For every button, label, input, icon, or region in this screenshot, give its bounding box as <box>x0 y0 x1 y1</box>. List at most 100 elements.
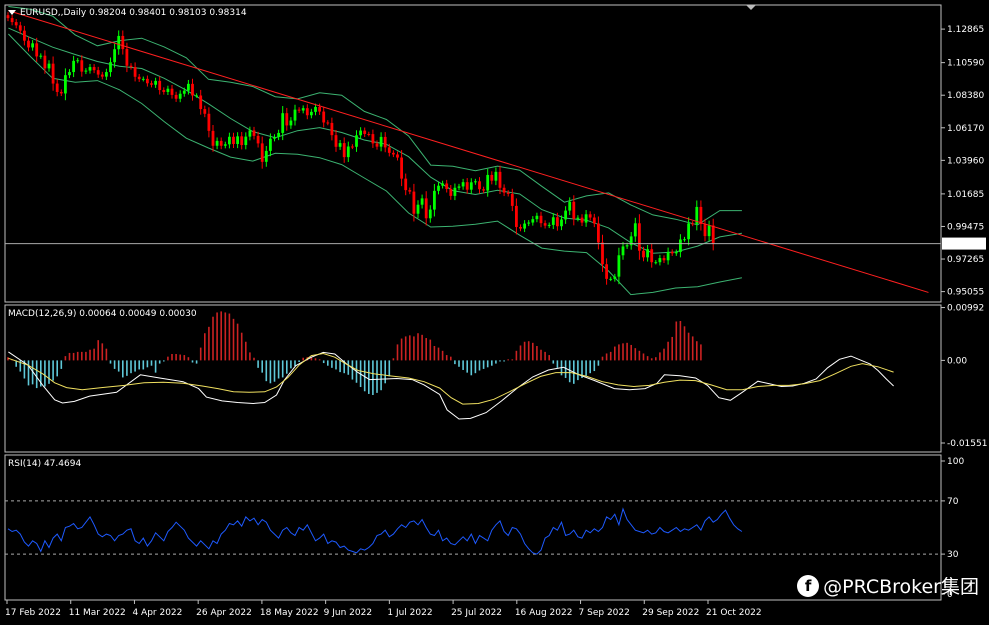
candle-body <box>133 67 137 77</box>
candle <box>711 218 715 251</box>
candle-body <box>469 182 473 190</box>
candle-body <box>31 43 34 48</box>
candle-body <box>531 219 535 223</box>
candle <box>654 259 658 265</box>
candle <box>141 76 145 82</box>
candle-body <box>547 224 551 226</box>
chart-title: EURUSD,,Daily 0.98204 0.98401 0.98103 0.… <box>20 8 247 18</box>
candle-body <box>166 88 170 92</box>
candle-body <box>695 206 699 224</box>
candle-body <box>305 108 309 116</box>
time-tick-label: 7 Sep 2022 <box>579 608 630 618</box>
price-tick-label: 0.97265 <box>947 255 984 265</box>
candle <box>408 187 412 195</box>
candle-body <box>662 258 666 261</box>
candle-body <box>334 135 338 147</box>
candle-body <box>285 113 289 126</box>
candle <box>437 182 440 195</box>
candle-body <box>568 201 572 211</box>
candle-body <box>35 43 39 57</box>
candle-body <box>264 150 268 162</box>
candle <box>236 132 239 149</box>
candle <box>580 214 584 226</box>
candle <box>35 37 39 62</box>
candle <box>498 165 502 194</box>
candle-body <box>322 111 326 123</box>
candle <box>506 190 510 197</box>
macd-tick-label: 0.00992 <box>947 304 984 314</box>
candle <box>420 194 424 209</box>
macd-signal-line <box>8 352 894 405</box>
candle <box>576 215 580 222</box>
candle-body <box>43 55 47 69</box>
candle-body <box>293 109 297 121</box>
candle-body <box>683 239 686 241</box>
time-tick-label: 18 May 2022 <box>260 608 319 618</box>
candle-body <box>556 217 559 227</box>
candle-body <box>482 189 485 191</box>
candle-body <box>228 136 231 145</box>
candle-body <box>121 35 125 50</box>
candle <box>314 103 317 116</box>
candle-body <box>711 225 715 244</box>
candle <box>223 141 227 149</box>
candle-body <box>605 264 608 279</box>
candle <box>215 137 219 150</box>
candle-body <box>174 94 178 99</box>
candle <box>146 75 149 87</box>
candle <box>150 80 153 88</box>
candle <box>260 136 264 169</box>
candle-body <box>515 205 518 227</box>
candle-body <box>445 183 449 189</box>
candle-body <box>646 249 649 258</box>
candle <box>687 217 690 246</box>
candle <box>240 131 244 150</box>
candle <box>556 212 559 231</box>
candle <box>80 55 84 77</box>
candle <box>519 224 522 232</box>
candle <box>105 68 108 80</box>
candle-body <box>141 78 145 80</box>
candle <box>273 134 276 142</box>
candle-body <box>342 143 346 158</box>
candle <box>441 180 444 189</box>
candle-body <box>289 120 293 126</box>
price-tick-label: 0.95055 <box>947 288 984 298</box>
candle-body <box>318 106 321 112</box>
candle <box>355 130 358 152</box>
candle <box>199 89 203 115</box>
candle-body <box>117 35 121 50</box>
macd-tick-label: 0.00 <box>947 356 967 366</box>
candle <box>564 206 567 224</box>
candle-body <box>252 130 256 136</box>
candle <box>23 25 26 46</box>
candle <box>232 132 235 149</box>
candle <box>219 137 223 150</box>
candle-body <box>494 171 498 181</box>
chart-shift-icon <box>746 5 756 10</box>
candle-body <box>125 49 129 66</box>
candle-body <box>539 215 543 224</box>
candle-body <box>457 186 461 188</box>
candle-body <box>301 108 305 111</box>
candle <box>285 107 289 131</box>
candle <box>228 132 231 149</box>
candle <box>252 126 256 140</box>
candle <box>375 140 379 150</box>
candle-body <box>223 144 227 146</box>
candle <box>490 171 494 185</box>
candle <box>699 200 703 231</box>
candle <box>416 200 420 219</box>
candle-body <box>629 236 633 246</box>
candle <box>457 183 461 191</box>
candle <box>47 60 51 72</box>
candle-body <box>39 55 43 57</box>
candle-body <box>551 217 555 225</box>
candle-body <box>129 65 133 68</box>
candle-body <box>355 135 358 147</box>
candle-body <box>371 134 375 144</box>
candle-body <box>182 90 186 94</box>
bollinger-lower <box>8 33 742 296</box>
price-tick-label: 1.01685 <box>947 190 984 200</box>
